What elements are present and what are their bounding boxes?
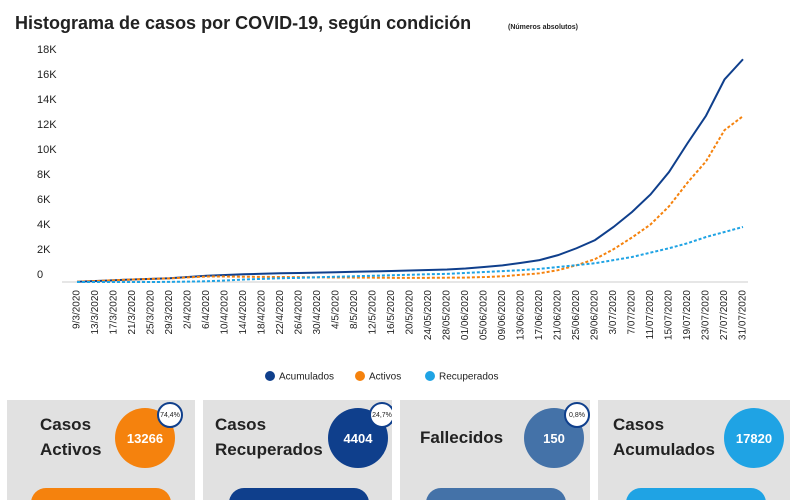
x-tick-label: 23/07/2020: [701, 290, 712, 340]
x-tick-label: 27/07/2020: [719, 290, 730, 340]
x-tick-label: 2/4/2020: [183, 290, 194, 329]
y-tick-label: 8K: [37, 169, 51, 181]
x-tick-label: 10/4/2020: [220, 290, 231, 335]
y-tick-label: 14K: [37, 94, 57, 106]
card: Casos Acumulados 17820: [598, 400, 790, 500]
card-value: 150: [524, 408, 584, 468]
series-line: [77, 225, 744, 283]
series-line: [76, 115, 744, 283]
card-percent: 0,8%: [564, 402, 590, 428]
x-tick-label: 01/06/2020: [460, 290, 471, 340]
x-tick-label: 20/5/2020: [405, 290, 416, 335]
x-tick-label: 4/5/2020: [331, 290, 342, 329]
legend-swatch: [265, 371, 275, 381]
x-tick-label: 05/06/2020: [479, 290, 490, 340]
y-tick-label: 10K: [37, 144, 57, 156]
x-tick-label: 24/05/2020: [423, 290, 434, 340]
x-tick-label: 13/3/2020: [90, 290, 101, 335]
series-line: [76, 58, 744, 283]
x-tick-label: 17/3/2020: [109, 290, 120, 335]
card-button[interactable]: [626, 488, 766, 500]
x-tick-label: 7/07/2020: [627, 290, 638, 335]
card-button[interactable]: [31, 488, 171, 500]
legend-label: Acumulados: [279, 372, 334, 383]
card: Fallecidos 150 0,8%: [400, 400, 590, 500]
chart: Histograma de casos por COVID-19, según …: [15, 13, 749, 383]
x-tick-label: 17/06/2020: [534, 290, 545, 340]
x-tick-label: 21/3/2020: [127, 290, 138, 335]
card-button[interactable]: [426, 488, 566, 500]
x-tick-label: 12/5/2020: [368, 290, 379, 335]
x-tick-label: 21/06/2020: [553, 290, 564, 340]
card-percent: 24,7%: [369, 402, 392, 428]
x-tick-label: 30/4/2020: [312, 290, 323, 335]
card-button[interactable]: [229, 488, 369, 500]
y-tick-label: 4K: [37, 219, 51, 231]
y-tick-label: 6K: [37, 194, 51, 206]
x-tick-label: 25/06/2020: [571, 290, 582, 340]
x-tick-label: 14/4/2020: [238, 290, 249, 335]
y-tick-label: 18K: [37, 44, 57, 56]
card: Casos Activos 13266 74,4%: [7, 400, 195, 500]
x-tick-label: 31/07/2020: [738, 290, 749, 340]
card: Casos Recuperados 4404 24,7%: [203, 400, 392, 500]
chart-subtitle: (Números absolutos): [508, 24, 578, 31]
card-value: 17820: [724, 408, 784, 468]
y-tick-label: 12K: [37, 119, 57, 131]
x-tick-label: 29/3/2020: [164, 290, 175, 335]
y-tick-label: 2K: [37, 244, 51, 256]
card-title: Casos Recuperados: [215, 415, 323, 459]
card-percent: 74,4%: [157, 402, 183, 428]
x-tick-label: 16/5/2020: [386, 290, 397, 335]
x-tick-label: 29/06/2020: [590, 290, 601, 340]
x-tick-label: 26/4/2020: [294, 290, 305, 335]
y-tick-label: 16K: [37, 69, 57, 81]
x-tick-label: 11/07/2020: [645, 290, 656, 340]
legend-swatch: [425, 371, 435, 381]
x-tick-label: 19/07/2020: [682, 290, 693, 340]
card-title: Casos Acumulados: [613, 415, 716, 459]
y-tick-label: 0: [37, 269, 43, 281]
legend-swatch: [355, 371, 365, 381]
x-tick-label: 13/06/2020: [516, 290, 527, 340]
x-tick-label: 18/4/2020: [257, 290, 268, 335]
x-tick-label: 15/07/2020: [664, 290, 675, 340]
x-tick-label: 28/05/2020: [442, 290, 453, 340]
x-tick-label: 25/3/2020: [146, 290, 157, 335]
x-tick-label: 3/07/2020: [608, 290, 619, 335]
card-title: Fallecidos: [420, 428, 504, 447]
x-tick-label: 22/4/2020: [275, 290, 286, 335]
x-tick-label: 8/5/2020: [349, 290, 360, 329]
x-tick-label: 6/4/2020: [201, 290, 212, 329]
card-title: Casos Activos: [40, 415, 102, 459]
chart-title: Histograma de casos por COVID-19, según …: [15, 13, 471, 33]
x-tick-label: 09/06/2020: [497, 290, 508, 340]
legend-label: Activos: [369, 372, 401, 383]
x-tick-label: 9/3/2020: [72, 290, 83, 329]
legend-label: Recuperados: [439, 372, 498, 383]
